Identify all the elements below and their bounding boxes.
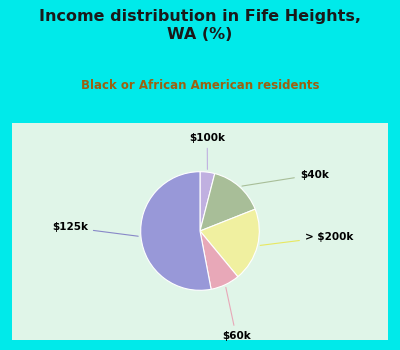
Wedge shape bbox=[200, 231, 238, 289]
Text: > $200k: > $200k bbox=[260, 232, 353, 245]
Wedge shape bbox=[200, 174, 255, 231]
Wedge shape bbox=[200, 172, 215, 231]
Wedge shape bbox=[200, 209, 259, 277]
Text: Black or African American residents: Black or African American residents bbox=[81, 79, 319, 92]
Text: $40k: $40k bbox=[242, 170, 329, 186]
Text: $60k: $60k bbox=[222, 287, 250, 341]
Text: $100k: $100k bbox=[189, 133, 225, 169]
Text: Income distribution in Fife Heights,
WA (%): Income distribution in Fife Heights, WA … bbox=[39, 9, 361, 42]
Wedge shape bbox=[141, 172, 211, 290]
Text: $125k: $125k bbox=[52, 222, 138, 236]
